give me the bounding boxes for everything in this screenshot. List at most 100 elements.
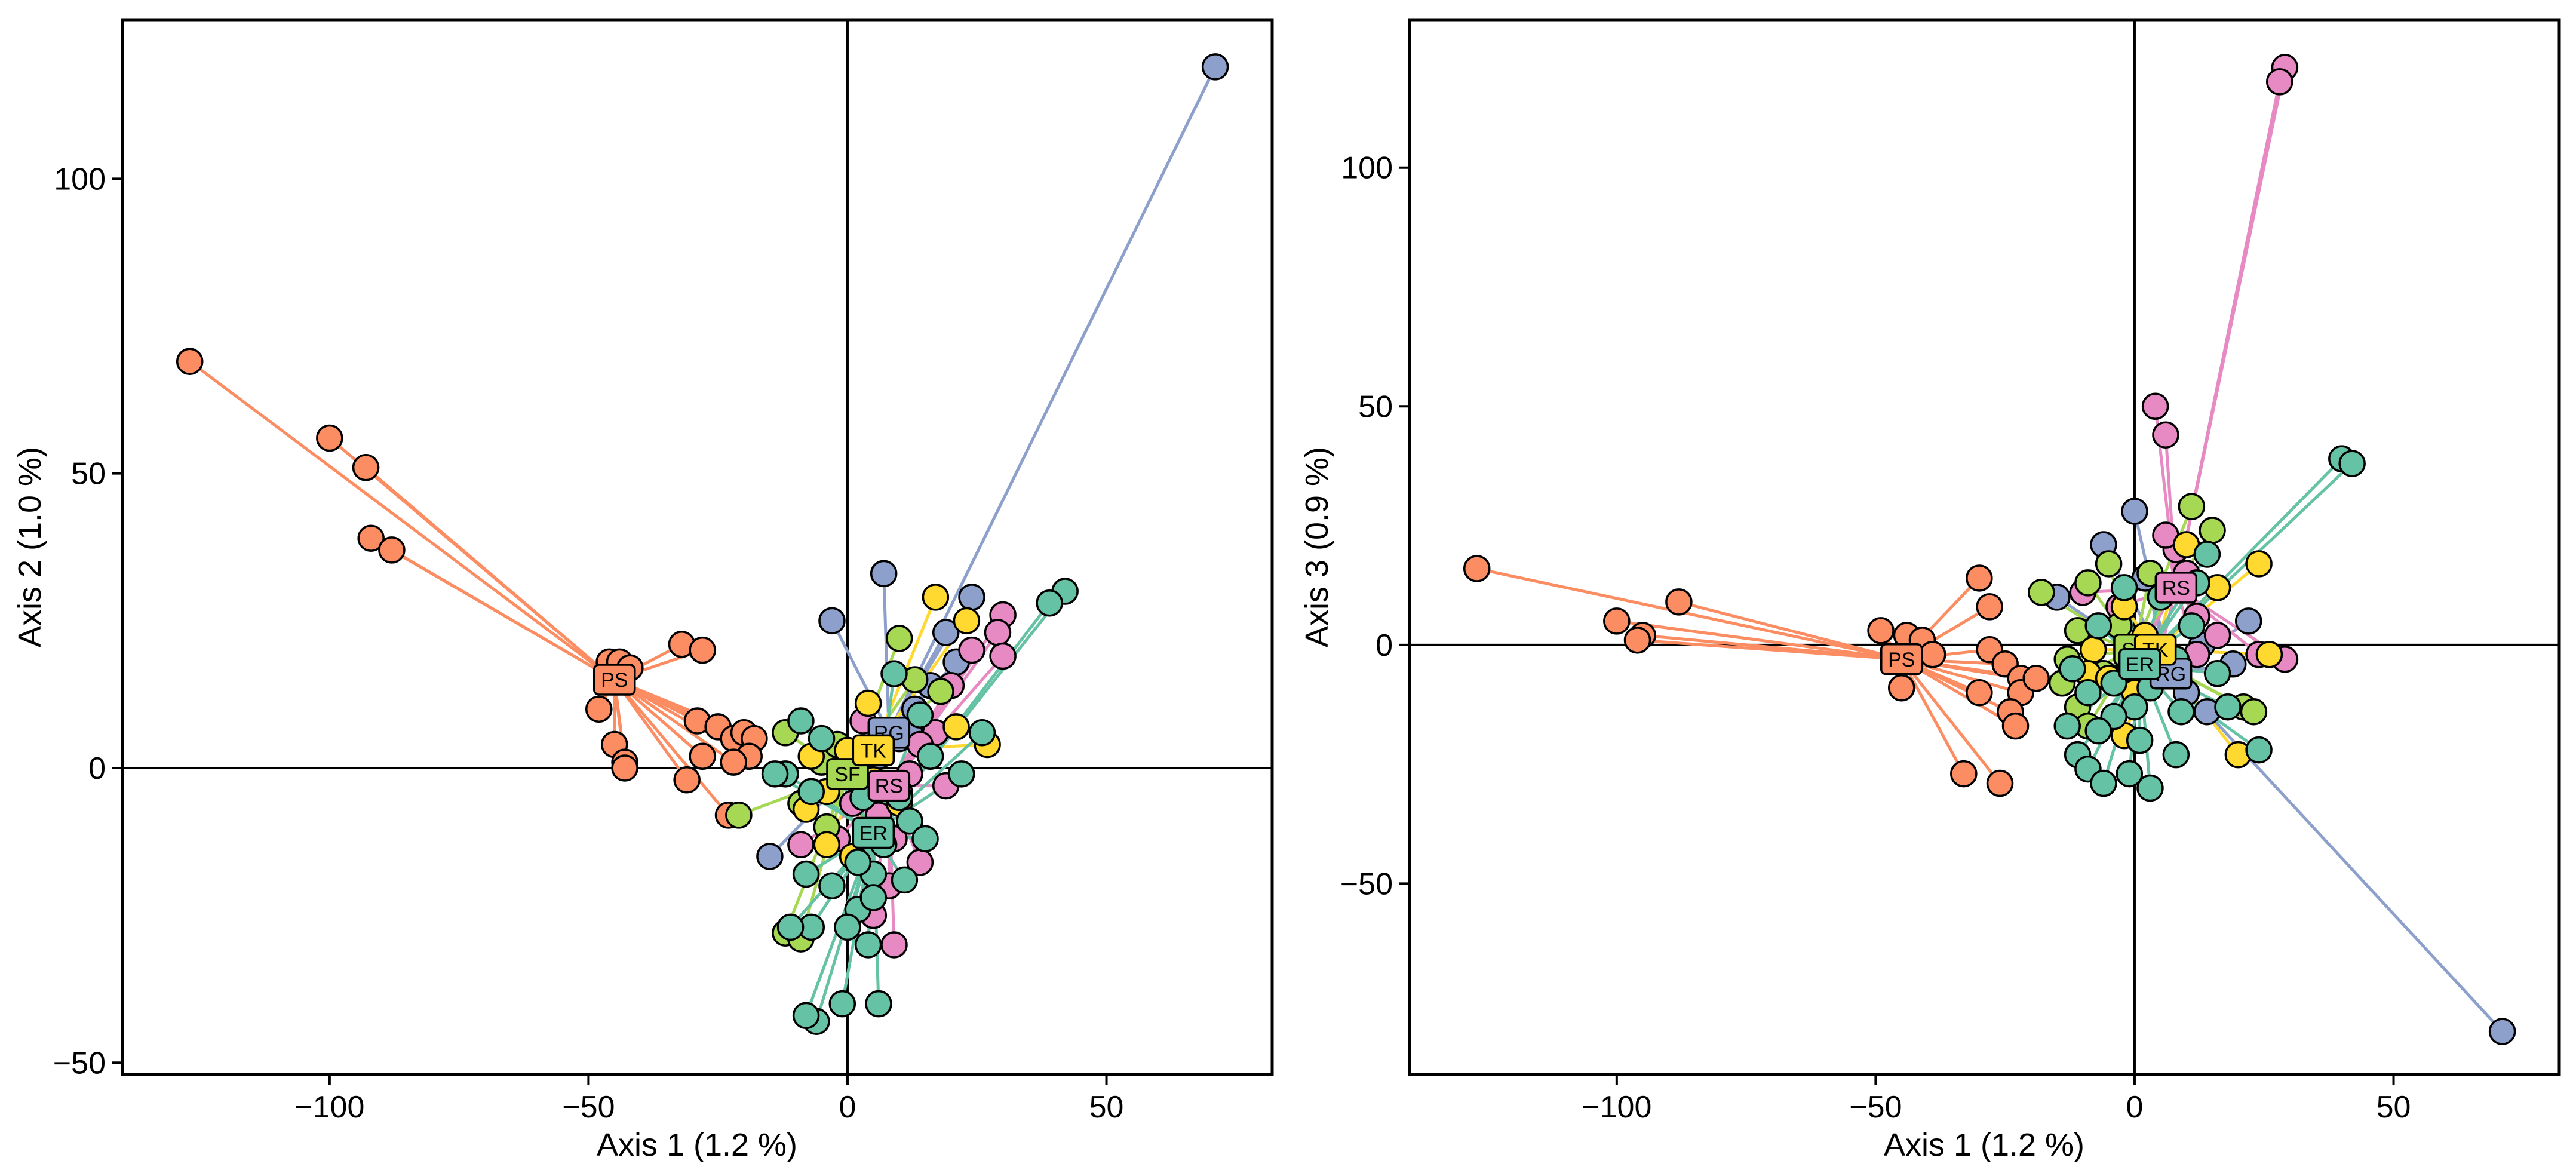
sample-point-rs <box>787 831 815 858</box>
sample-point-rg <box>756 843 784 870</box>
sample-point-ps <box>1867 617 1895 644</box>
sample-point-rs <box>989 642 1017 670</box>
sample-point-er <box>859 884 888 911</box>
centroid-label-sf: SF <box>834 763 860 786</box>
spider-line-ps <box>1678 600 1902 661</box>
sample-point-er <box>906 701 934 729</box>
sample-point-ps <box>673 766 701 794</box>
sample-point-er <box>2053 712 2081 740</box>
x-tick-label: −50 <box>1849 1090 1902 1125</box>
sample-point-rg <box>958 584 985 611</box>
sample-point-rg <box>870 560 898 588</box>
sample-point-er <box>2074 678 2102 707</box>
sample-point-sf <box>927 677 954 705</box>
x-tick-label: 50 <box>2377 1090 2411 1125</box>
sample-point-ps <box>357 524 385 552</box>
sample-point-er <box>854 931 882 959</box>
x-tick-label: 0 <box>839 1090 856 1125</box>
sample-point-er <box>968 719 996 747</box>
y-tick-label: 0 <box>88 751 106 786</box>
sample-point-ps <box>352 454 380 481</box>
y-tick-label: 0 <box>1375 628 1393 663</box>
sample-point-er <box>2214 693 2242 721</box>
sample-point-rs <box>2266 68 2293 96</box>
x-tick-label: −100 <box>1582 1090 1651 1125</box>
sample-point-tk <box>2079 636 2107 664</box>
sample-point-er <box>2116 760 2144 788</box>
sample-point-rg <box>1201 53 1229 81</box>
spider-line-ps <box>613 678 689 781</box>
sample-point-tk <box>813 831 841 858</box>
sample-point-rg <box>2234 607 2262 635</box>
sample-point-er <box>1036 589 1063 617</box>
spider-line-ps <box>189 360 616 681</box>
sample-point-er <box>844 849 872 876</box>
y-axis-title: Axis 2 (1.0 %) <box>12 447 48 647</box>
sample-point-ps <box>1986 769 2014 797</box>
sample-point-ps <box>316 424 343 452</box>
sample-point-ps <box>2022 665 2050 692</box>
y-axis-title: Axis 3 (0.9 %) <box>1299 447 1335 647</box>
sample-point-tk <box>953 607 981 635</box>
centroid-label-tk: TK <box>861 739 887 762</box>
sample-point-rs <box>2141 392 2169 420</box>
sample-point-rs <box>880 931 908 959</box>
sample-point-er <box>947 760 975 788</box>
sample-point-rg <box>932 619 960 646</box>
sample-point-tk <box>854 689 882 717</box>
sample-point-er <box>896 807 923 835</box>
x-tick-label: −50 <box>562 1090 615 1125</box>
centroid-box-rs <box>2154 572 2198 604</box>
sample-point-rg <box>2121 498 2148 525</box>
sample-point-rs <box>2152 421 2179 449</box>
sample-point-er <box>891 866 919 894</box>
sample-point-sf <box>885 625 913 652</box>
sample-point-ps <box>689 742 716 770</box>
sample-point-ps <box>1623 627 1651 654</box>
spider-line-ps <box>1637 638 1902 661</box>
x-tick-label: −100 <box>294 1090 364 1125</box>
spider-line-ps <box>1616 619 1902 661</box>
sample-point-tk <box>2255 641 2283 668</box>
centroid-box-ps <box>593 664 636 696</box>
sample-point-ps <box>1888 674 1915 702</box>
centroid-label-er: ER <box>2126 653 2154 676</box>
sample-point-ps <box>585 695 613 723</box>
sample-point-ps <box>1919 641 1946 668</box>
sample-point-er <box>818 872 846 900</box>
centroid-label-ps: PS <box>1888 649 1915 671</box>
sample-point-tk <box>922 584 950 611</box>
y-tick-label: 50 <box>71 457 106 492</box>
sample-point-ps <box>1950 760 1978 788</box>
sample-point-sf <box>725 802 753 829</box>
sample-point-sf <box>2199 517 2226 544</box>
sample-point-ps <box>689 636 716 664</box>
sample-point-ps <box>378 536 406 564</box>
sample-point-sf <box>2240 698 2268 726</box>
sample-point-tk <box>2245 550 2273 578</box>
sample-point-er <box>792 1002 820 1030</box>
sample-point-er <box>834 913 861 941</box>
sample-point-er <box>2338 450 2366 477</box>
sample-point-er <box>2193 541 2221 568</box>
sample-point-sf <box>2095 550 2123 578</box>
y-tick-label: −50 <box>1340 867 1393 901</box>
sample-point-ps <box>1966 678 1993 707</box>
sample-point-ps <box>1665 588 1693 616</box>
sample-point-rs <box>2203 622 2231 649</box>
centroid-box-er <box>852 816 895 849</box>
x-axis-title: Axis 1 (1.2 %) <box>1884 1127 2084 1163</box>
spider-line-ps <box>1900 658 1966 775</box>
spider-line-er <box>2138 457 2343 665</box>
spider-line-rg <box>2169 673 2504 1033</box>
x-tick-label: 0 <box>2126 1090 2144 1125</box>
centroid-label-er: ER <box>859 822 888 845</box>
sample-point-sf <box>2074 569 2102 597</box>
centroid-label-rs: RS <box>875 775 903 798</box>
sample-point-er <box>787 707 815 735</box>
sample-point-ps <box>1463 555 1491 582</box>
sample-point-er <box>916 742 944 770</box>
sample-point-sf <box>2178 493 2206 520</box>
spider-line-ps <box>364 466 616 681</box>
